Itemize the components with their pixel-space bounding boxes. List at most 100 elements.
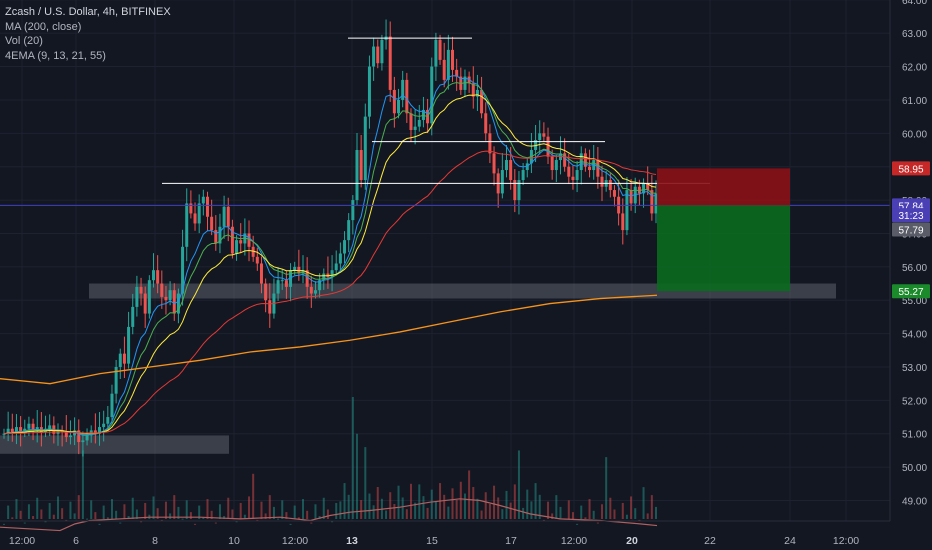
volume-bar [256, 519, 259, 521]
time-tick-label: 12:00 [9, 535, 35, 547]
price-tick-label: 52.00 [902, 396, 927, 407]
candle-body [363, 116, 367, 181]
volume-bar [472, 487, 475, 519]
volume-bar [206, 499, 209, 519]
stop-loss-zone[interactable] [657, 168, 790, 206]
symbol-title[interactable]: Zcash / U.S. Dollar, 4h, BITFINEX [5, 6, 171, 18]
volume-bar [198, 505, 201, 519]
volume-bar [567, 500, 570, 519]
price-label-stop[interactable] [892, 161, 930, 176]
candle-body [550, 156, 554, 171]
price-tick-label: 61.00 [902, 96, 927, 107]
price-label-countdown[interactable] [892, 208, 930, 223]
volume-bar [52, 514, 55, 519]
volume-bar [601, 504, 604, 519]
candle-body [409, 113, 413, 130]
volume-bar [513, 484, 516, 519]
volume-bar [493, 485, 496, 519]
candle-body [64, 432, 68, 438]
volume-bar [613, 509, 616, 519]
volume-bar [397, 485, 400, 519]
time-tick-label: 12:00 [833, 535, 859, 547]
volume-bar [393, 503, 396, 519]
candle-body [164, 296, 168, 301]
volume-bar [260, 501, 263, 519]
candle-body [201, 196, 205, 204]
candle-body [147, 280, 151, 314]
candle-body [397, 99, 401, 114]
volume-bar [90, 500, 93, 519]
volume-bar [61, 508, 64, 519]
volume-bar [214, 522, 217, 524]
ema-legend[interactable]: 4EMA (9, 13, 21, 55) [5, 49, 106, 62]
candle-body [338, 253, 342, 264]
candle-body [471, 83, 475, 97]
candle-body [280, 280, 284, 282]
volume-bars [0, 397, 658, 532]
time-tick-label: 22 [704, 535, 716, 547]
volume-bar [509, 502, 512, 519]
volume-bar [634, 508, 637, 519]
candle-body [463, 76, 467, 90]
candle-body [31, 423, 35, 431]
volume-bar [351, 397, 354, 519]
candle-body [264, 283, 268, 301]
volume-bar [252, 473, 255, 519]
volume-bar [239, 502, 242, 519]
volume-bar [73, 513, 76, 519]
price-tick-label: 63.00 [902, 29, 927, 40]
candle-body [372, 46, 376, 67]
volume-bar [314, 504, 317, 519]
volume-bar [293, 505, 296, 519]
candle-body [517, 180, 521, 201]
volume-legend[interactable]: Vol (20) [5, 35, 43, 47]
ema-55-line [3, 150, 657, 435]
volume-bar [277, 518, 280, 520]
time-tick-label: 12:00 [561, 535, 587, 547]
ma-200-line [0, 294, 658, 385]
price-axis: 49.00 50.00 51.00 52.00 53.00 54.00 55.00 56.00… [889, 0, 930, 521]
candle-body [131, 306, 135, 327]
candle-body [110, 393, 114, 418]
candle-body [230, 226, 234, 254]
candle-body [521, 170, 525, 181]
candle-body [102, 423, 106, 428]
ema-21-line [3, 94, 657, 435]
volume-bar [497, 497, 500, 519]
volume-bar [459, 481, 462, 519]
candle-body [276, 280, 280, 294]
volume-bar [468, 470, 471, 519]
volume-bar [530, 501, 533, 519]
take-profit-zone[interactable] [657, 205, 790, 292]
volume-bar [426, 507, 429, 519]
candle-body [106, 417, 110, 424]
volume-bar [306, 510, 309, 519]
price-label-target[interactable] [892, 284, 930, 299]
candle-body [239, 240, 243, 244]
volume-bar [592, 510, 595, 519]
candle-body [176, 293, 180, 314]
volume-bar [326, 509, 329, 519]
candle-body [392, 89, 396, 114]
ma-legend[interactable]: MA (200, close) [5, 20, 82, 33]
ema-13-line [3, 82, 657, 435]
volume-bar [430, 489, 433, 519]
candle-body [583, 153, 587, 167]
candle-body [85, 435, 89, 441]
time-tick-label: 13 [346, 535, 358, 547]
volume-bar [15, 499, 18, 519]
volume-bar [455, 500, 458, 519]
volume-bar [447, 506, 450, 519]
volume-bar [605, 457, 608, 519]
volume-bar [169, 513, 172, 519]
volume-bar [310, 522, 313, 524]
candle-body [554, 160, 558, 171]
candle-body [122, 353, 126, 364]
candle-body [6, 428, 10, 434]
volume-bar [185, 500, 188, 519]
volume-bar [177, 506, 180, 519]
volume-bar [77, 495, 80, 519]
price-label-ma[interactable] [892, 222, 930, 237]
candle-body [205, 196, 209, 217]
